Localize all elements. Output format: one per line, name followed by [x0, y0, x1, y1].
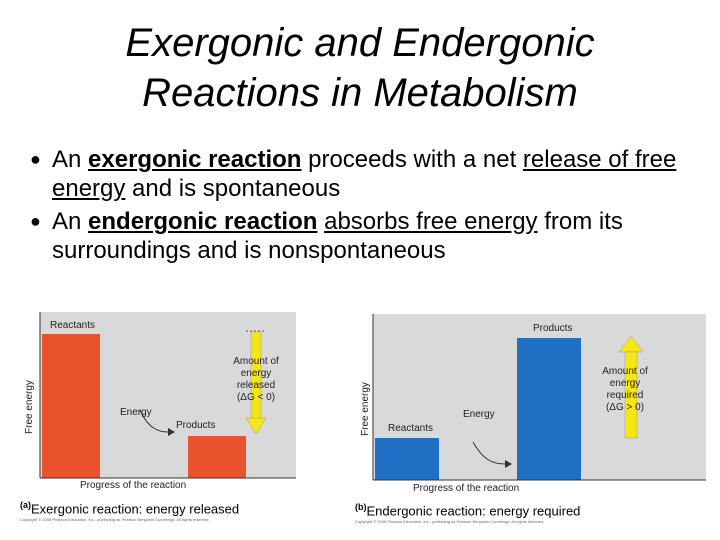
caption-tag: (b) — [355, 502, 367, 512]
bullet-text: An — [52, 146, 89, 173]
amount-line: energy — [240, 368, 272, 379]
reactants-bar — [375, 438, 439, 480]
bullet-endergonic: ● An endergonic reaction absorbs free en… — [30, 207, 700, 265]
y-axis-label: Free energy — [24, 380, 35, 434]
caption: (b)Endergonic reaction: energy required — [355, 502, 580, 518]
energy-released-arrow-icon — [246, 330, 266, 435]
amount-line: Amount of — [602, 366, 648, 377]
delta-g-label: (ΔG < 0) — [236, 392, 276, 403]
slide-title: Exergonic and Endergonic Reactions in Me… — [0, 18, 720, 118]
energy-required-label: Amount of energy required (ΔG > 0) — [595, 366, 655, 414]
energy-label: Energy — [463, 409, 495, 420]
energy-curve-arrow — [139, 409, 169, 433]
x-axis-label: Progress of the reaction — [413, 483, 520, 494]
bullet-text: from its surroundings and is nonspontane… — [52, 208, 623, 264]
energy-curve-arrow — [472, 441, 506, 465]
title-line-2: Reactions in Metabolism — [142, 71, 578, 115]
axes — [372, 314, 706, 481]
bullet-text: An — [52, 208, 89, 235]
caption-text: Endergonic reaction: energy required — [366, 503, 581, 519]
term-exergonic: exergonic reaction — [88, 146, 302, 173]
bullet-emphasis: absorbs free energy — [324, 208, 538, 235]
reactants-label: Reactants — [50, 320, 96, 331]
bullet-text: proceeds with a net — [301, 146, 523, 173]
products-label: Products — [176, 420, 216, 431]
products-bar — [188, 436, 246, 478]
energy-released-label: Amount of energy released (ΔG < 0) — [228, 356, 284, 404]
caption: (a)Exergonic reaction: energy released — [20, 500, 239, 516]
reactants-bar — [42, 334, 100, 478]
bullet-dot-icon: ● — [30, 149, 41, 169]
copyright: Copyright © 2008 Pearson Education, Inc.… — [355, 519, 545, 524]
amount-line: released — [236, 380, 276, 391]
diagram-exergonic: Reactants Products Energy Amount of ener… — [20, 310, 310, 535]
x-axis-label: Progress of the reaction — [80, 480, 187, 491]
delta-g-label: (ΔG > 0) — [605, 402, 645, 413]
term-endergonic: endergonic reaction — [88, 208, 318, 235]
bullet-list: ● An exergonic reaction proceeds with a … — [30, 145, 700, 269]
amount-line: required — [606, 390, 644, 401]
copyright: Copyright © 2008 Pearson Education, Inc.… — [20, 517, 210, 522]
amount-line: energy — [609, 378, 641, 389]
products-bar — [517, 338, 581, 480]
energy-required-arrow-icon — [619, 335, 643, 439]
caption-tag: (a) — [20, 500, 31, 510]
amount-line: Amount of — [233, 356, 279, 367]
reactants-label: Reactants — [388, 423, 434, 434]
caption-text: Exergonic reaction: energy released — [31, 501, 240, 517]
bullet-dot-icon: ● — [30, 211, 41, 231]
bullet-text: and is spontaneous — [125, 175, 341, 202]
diagram-endergonic: Products Reactants Energy Amount of ener… — [355, 310, 710, 535]
bullet-emphasis: release of free energy — [52, 146, 677, 202]
products-label: Products — [533, 323, 573, 334]
bullet-exergonic: ● An exergonic reaction proceeds with a … — [30, 145, 700, 203]
energy-label: Energy — [120, 407, 152, 418]
title-line-1: Exergonic and Endergonic — [125, 21, 595, 65]
axes — [39, 312, 296, 479]
y-axis-label: Free energy — [360, 382, 371, 436]
